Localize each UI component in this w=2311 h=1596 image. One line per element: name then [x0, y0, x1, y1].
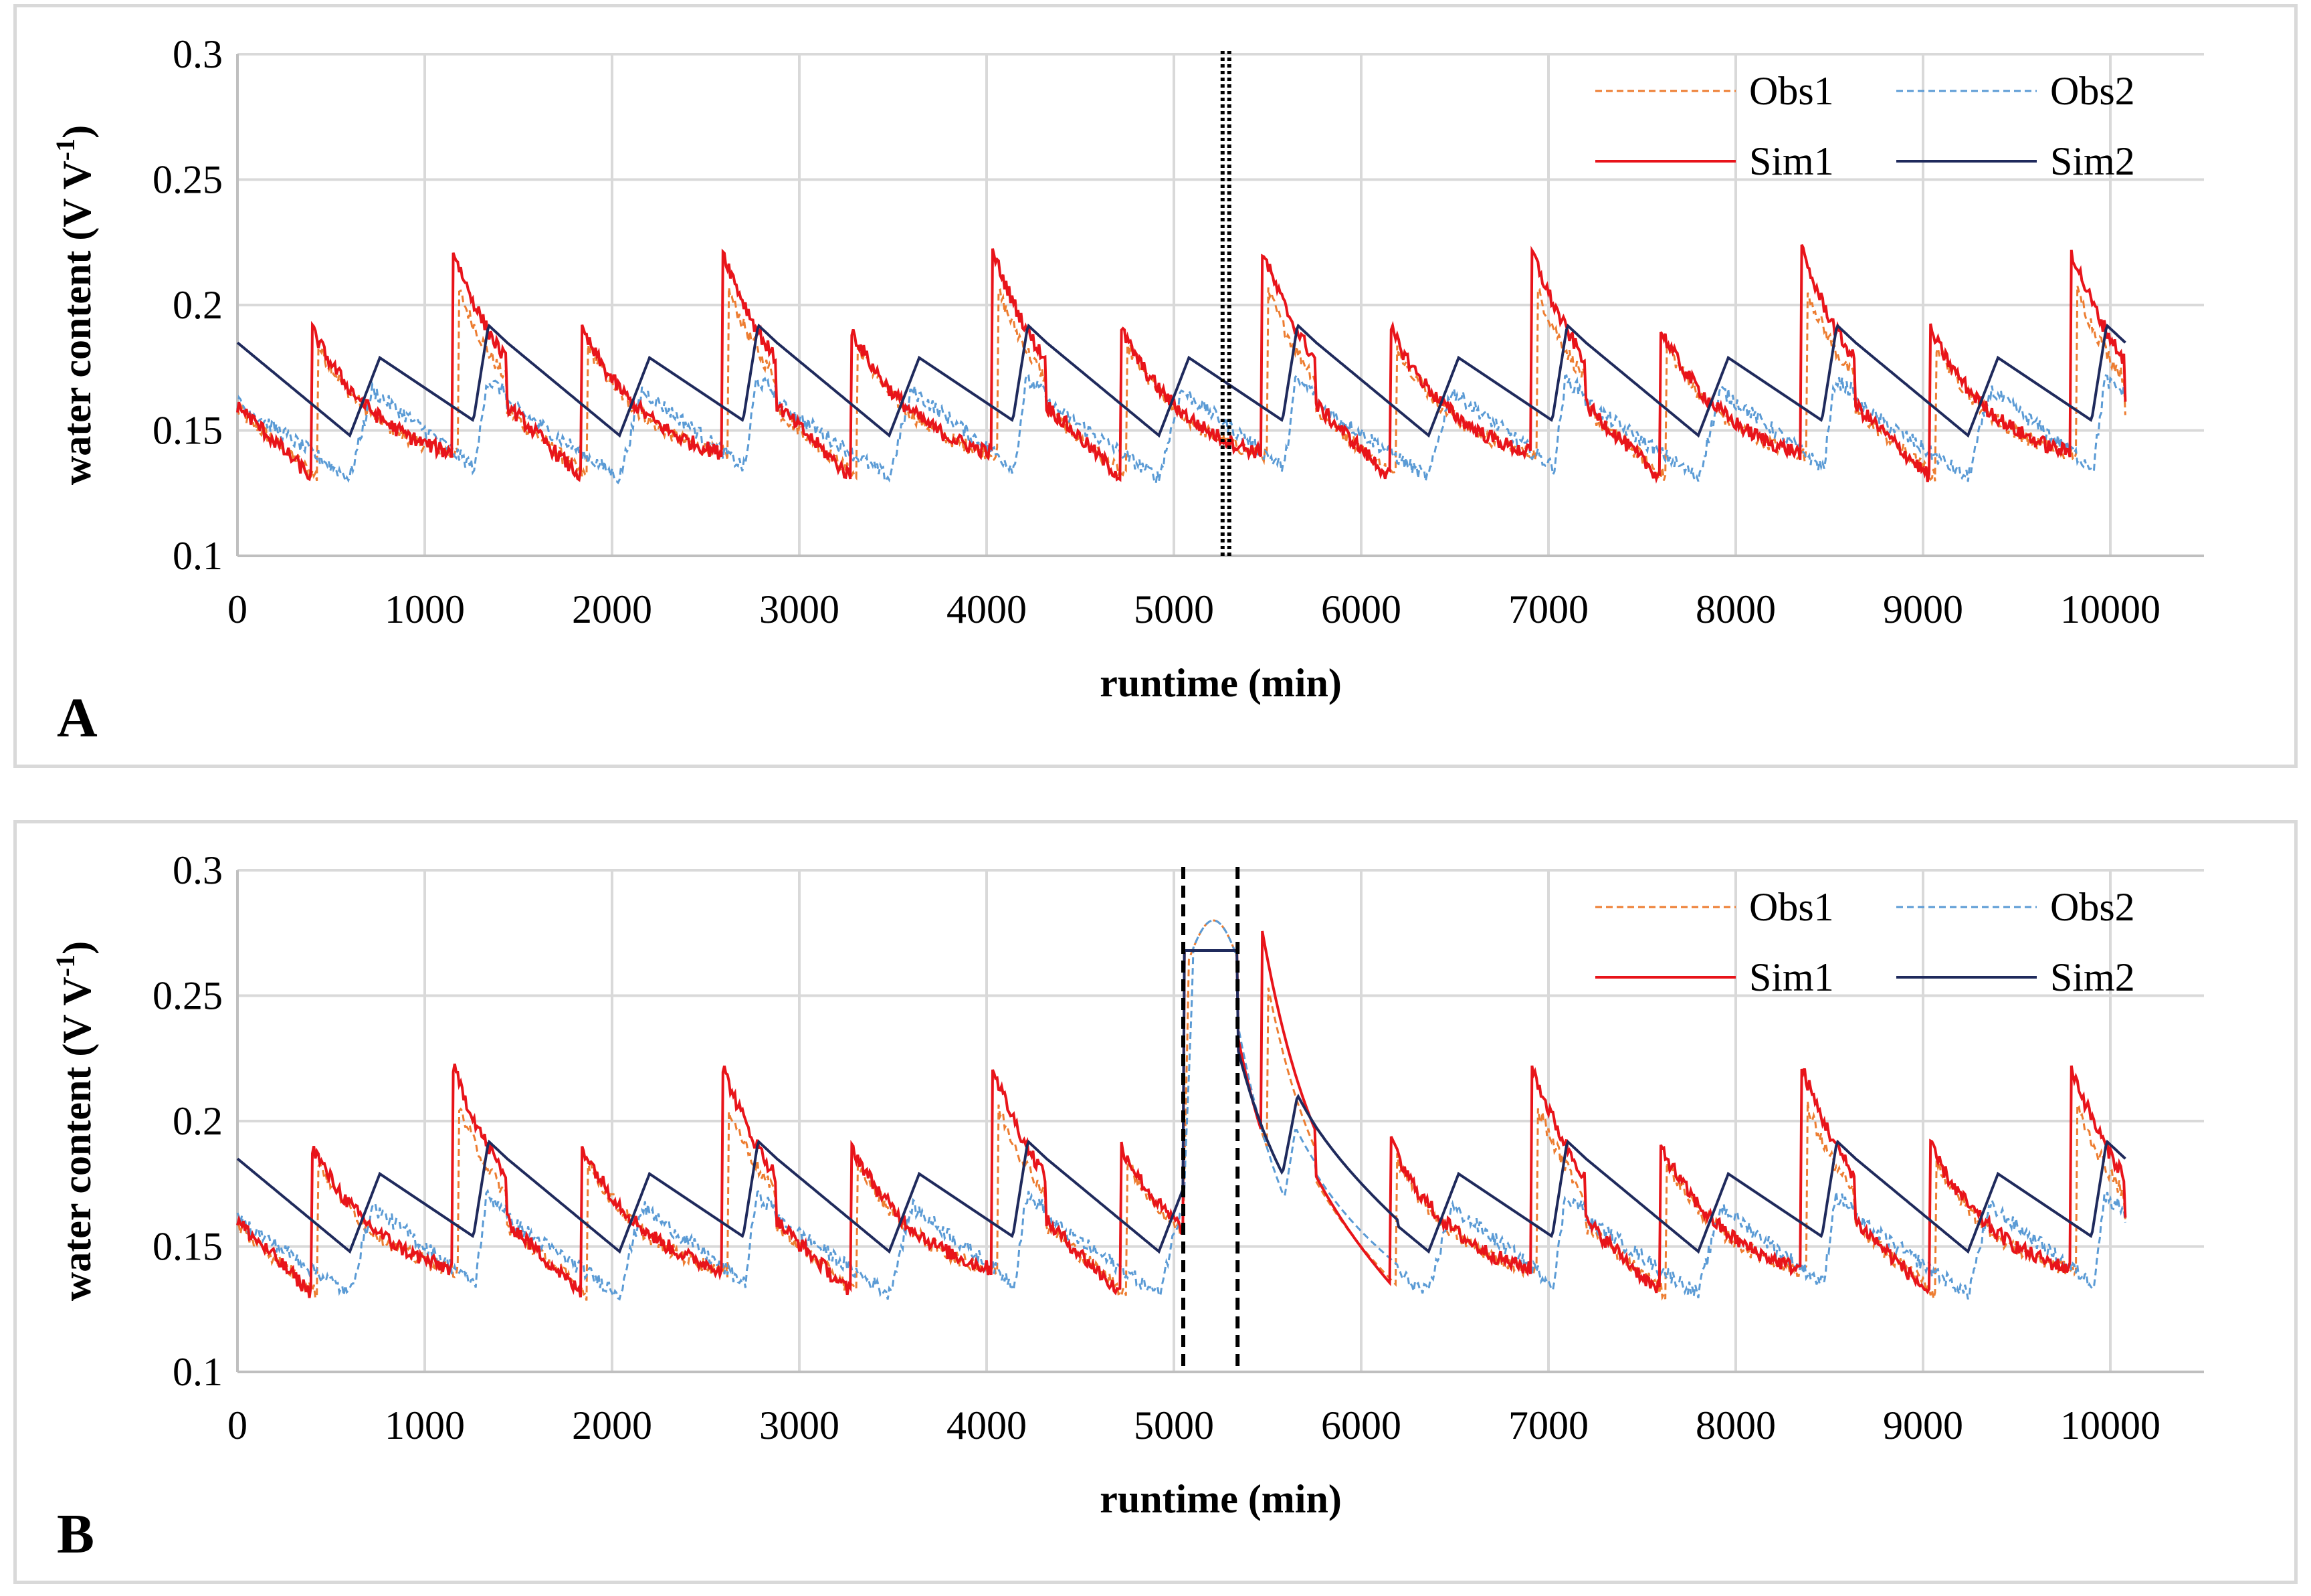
series-obs2-line: [236, 919, 2126, 1301]
x-tick-label: 2000: [572, 1403, 652, 1448]
x-tick-label: 4000: [946, 1403, 1027, 1448]
x-tick-label: 5000: [1134, 1403, 1214, 1448]
x-tick-label: 3000: [759, 587, 839, 631]
series-obs2-line: [236, 373, 2126, 486]
y-axis-title-close: ): [55, 125, 99, 138]
x-tick-label: 9000: [1883, 1403, 1963, 1448]
y-tick-label: 0.15: [153, 409, 223, 453]
y-tick-label: 0.15: [153, 1225, 223, 1269]
y-tick-label: 0.3: [173, 32, 223, 76]
chart-panel-a: 0.1 0.15 0.2 0.25 0.3 0 1000 2000 3000 4000 5000 60…: [13, 4, 2298, 768]
x-tick-label: 10000: [2060, 1403, 2161, 1448]
legend-label-sim1: Sim1: [1749, 139, 1834, 183]
x-tick-label: 6000: [1321, 587, 1401, 631]
x-tick-label: 2000: [572, 587, 652, 631]
series-sim1-line: [236, 243, 2127, 484]
legend-label-obs1: Obs1: [1749, 69, 1834, 113]
x-tick-label: 8000: [1696, 1403, 1776, 1448]
y-tick-label: 0.3: [173, 848, 223, 892]
series-obs1-line: [236, 285, 2126, 482]
legend-label-sim1: Sim1: [1749, 955, 1834, 999]
x-tick-label: 7000: [1508, 587, 1589, 631]
y-axis-title-sup: -1: [50, 955, 80, 977]
chart-b-svg: 0.1 0.15 0.2 0.25 0.3 0 1000 2000 3000 4000 5000 60…: [50, 848, 2204, 1565]
x-tick-label: 9000: [1883, 587, 1963, 631]
panel-letter: B: [57, 1503, 94, 1565]
y-axis-title-sup: -1: [50, 138, 80, 161]
x-tick-label: 0: [227, 587, 247, 631]
y-axis-title-close: ): [55, 941, 99, 955]
series-sim2-line: [236, 323, 2126, 438]
panel-letter: A: [57, 687, 98, 749]
y-tick-label: 0.25: [153, 974, 223, 1018]
chart-a-svg: 0.1 0.15 0.2 0.25 0.3 0 1000 2000 3000 4000 5000 60…: [50, 32, 2204, 749]
x-tick-label: 4000: [946, 587, 1027, 631]
x-tick-label: 7000: [1508, 1403, 1589, 1448]
x-tick-label: 0: [227, 1403, 247, 1448]
y-tick-label: 0.25: [153, 158, 223, 202]
x-tick-label: 8000: [1696, 587, 1776, 631]
y-axis-title-main: water content (V V: [55, 977, 99, 1301]
legend-label-obs2: Obs2: [2050, 69, 2135, 113]
x-tick-label: 1000: [385, 587, 465, 631]
x-axis-title: runtime (min): [1100, 1477, 1342, 1521]
y-tick-label: 0.2: [173, 1099, 223, 1143]
legend-label-obs1: Obs1: [1749, 885, 1834, 929]
y-tick-label: 0.1: [173, 1350, 223, 1394]
y-axis-title: water content (V V-1): [50, 941, 99, 1301]
y-tick-label: 0.1: [173, 534, 223, 578]
x-tick-label: 3000: [759, 1403, 839, 1448]
x-tick-label: 6000: [1321, 1403, 1401, 1448]
y-tick-label: 0.2: [173, 283, 223, 327]
legend-label-sim2: Sim2: [2050, 955, 2135, 999]
x-axis-title: runtime (min): [1100, 661, 1342, 705]
legend-label-obs2: Obs2: [2050, 885, 2135, 929]
x-tick-label: 5000: [1134, 587, 1214, 631]
chart-panel-b: 0.1 0.15 0.2 0.25 0.3 0 1000 2000 3000 4000 5000 60…: [13, 820, 2298, 1584]
y-axis-title: water content (V V-1): [50, 125, 99, 485]
x-tick-label: 1000: [385, 1403, 465, 1448]
y-axis-title-main: water content (V V: [55, 161, 99, 485]
legend-label-sim2: Sim2: [2050, 139, 2135, 183]
x-tick-label: 10000: [2060, 587, 2161, 631]
